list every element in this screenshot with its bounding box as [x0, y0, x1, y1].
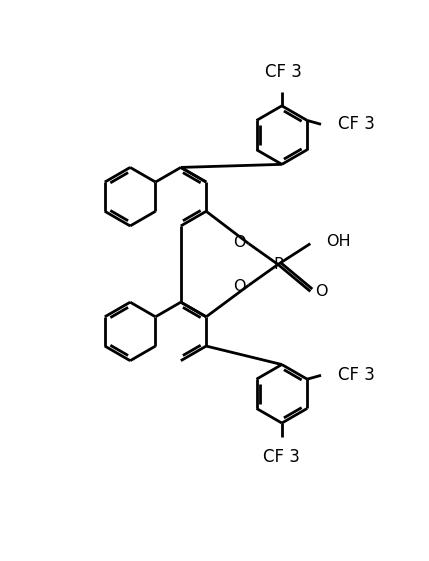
Text: CF 3: CF 3 — [338, 116, 375, 134]
Text: O: O — [315, 284, 327, 299]
Text: OH: OH — [326, 234, 350, 249]
Text: O: O — [233, 234, 246, 250]
Text: CF 3: CF 3 — [263, 448, 300, 466]
Text: CF 3: CF 3 — [338, 366, 375, 384]
Text: O: O — [233, 279, 246, 295]
Text: CF 3: CF 3 — [265, 63, 302, 81]
Text: P: P — [273, 257, 283, 272]
